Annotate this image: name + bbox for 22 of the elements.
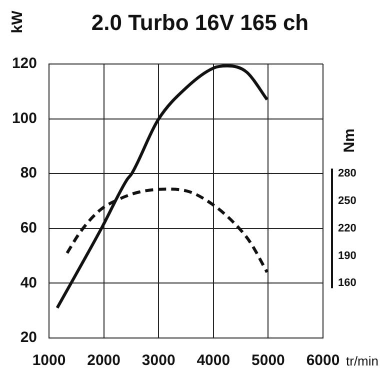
y-tick-label: 20 <box>20 329 37 346</box>
y2-tick-label: 220 <box>338 222 356 234</box>
x-tick-label: 1000 <box>32 352 66 370</box>
y-tick-label: 60 <box>20 220 37 237</box>
y2-axis-title: Nm <box>341 128 358 153</box>
y2-tick-label: 190 <box>338 250 356 262</box>
y-tick-label: 100 <box>12 110 37 127</box>
y-axis-title: kW <box>9 10 26 34</box>
x-axis-title: tr/min <box>346 354 378 369</box>
chart-title: 2.0 Turbo 16V 165 ch <box>91 10 309 36</box>
y2-tick-label: 250 <box>338 195 356 208</box>
y-tick-label: 80 <box>20 164 37 182</box>
x-tick-label: 4000 <box>196 352 230 370</box>
x-tick-label: 6000 <box>306 352 340 370</box>
y2-tick-label: 160 <box>338 277 356 290</box>
x-tick-label: 3000 <box>142 352 176 370</box>
y2-tick-label: 280 <box>338 168 356 180</box>
y-tick-label: 40 <box>20 274 37 292</box>
x-tick-label: 2000 <box>87 352 120 370</box>
x-tick-label: 5000 <box>252 352 285 370</box>
line-series <box>56 64 269 310</box>
y-tick-label: 120 <box>12 55 37 72</box>
